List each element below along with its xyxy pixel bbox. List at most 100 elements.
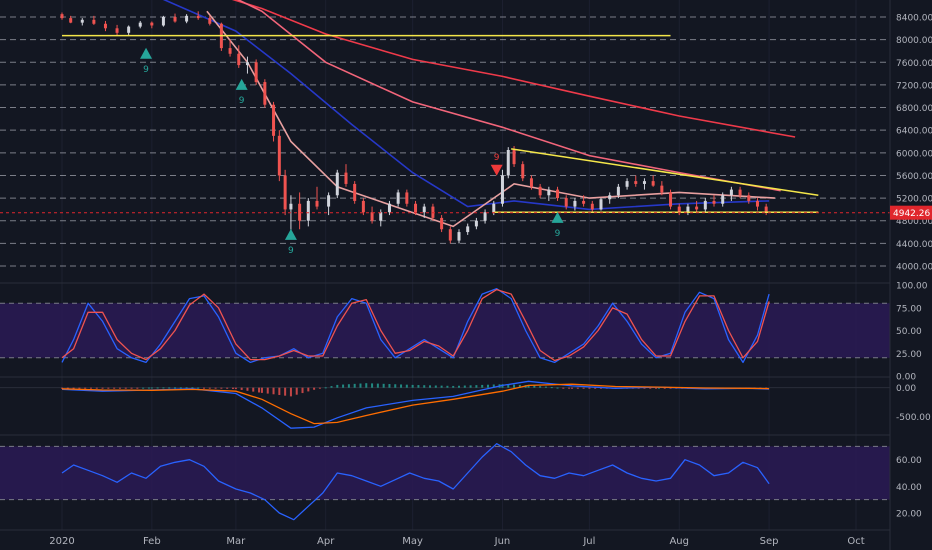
candle-body[interactable] xyxy=(457,232,461,241)
candle-body[interactable] xyxy=(529,178,533,187)
candle-body[interactable] xyxy=(538,186,542,196)
candle-body[interactable] xyxy=(150,22,154,26)
candle-body[interactable] xyxy=(582,200,586,204)
candle-body[interactable] xyxy=(729,189,733,196)
rsi-pane[interactable] xyxy=(0,443,890,521)
macd-histogram-bar xyxy=(124,387,127,389)
candle-body[interactable] xyxy=(506,149,510,176)
candle-body[interactable] xyxy=(208,18,212,24)
candle-body[interactable] xyxy=(483,212,487,221)
time-tick-label: Jun xyxy=(494,536,511,547)
candle-body[interactable] xyxy=(414,203,418,213)
candle-body[interactable] xyxy=(327,195,331,207)
candle-body[interactable] xyxy=(103,23,107,29)
candle-body[interactable] xyxy=(237,53,241,66)
stoch-tick-label: 50.00 xyxy=(896,327,922,337)
candle-body[interactable] xyxy=(283,175,287,210)
macd-histogram-bar xyxy=(142,387,145,389)
macd-histogram-bar xyxy=(336,384,339,388)
candle-body[interactable] xyxy=(353,183,357,201)
candle-body[interactable] xyxy=(228,48,232,54)
candle-body[interactable] xyxy=(173,16,177,22)
stoch-rsi-pane[interactable] xyxy=(0,287,890,364)
candle-body[interactable] xyxy=(115,28,119,33)
candle-body[interactable] xyxy=(272,104,276,136)
last-price-label: 4942.26 xyxy=(893,209,930,219)
candle-body[interactable] xyxy=(556,189,560,199)
macd-histogram-bar xyxy=(643,387,646,389)
candle-body[interactable] xyxy=(92,19,96,24)
candle-body[interactable] xyxy=(599,199,603,210)
candle-body[interactable] xyxy=(747,195,751,201)
candle-body[interactable] xyxy=(590,203,594,210)
candle-body[interactable] xyxy=(738,189,742,196)
candle-body[interactable] xyxy=(387,203,391,213)
candle-body[interactable] xyxy=(712,200,716,204)
macd-histogram-bar xyxy=(649,387,652,389)
candle-body[interactable] xyxy=(764,206,768,213)
candle-body[interactable] xyxy=(651,181,655,186)
candle-body[interactable] xyxy=(69,18,73,23)
candle-body[interactable] xyxy=(686,206,690,213)
candle-body[interactable] xyxy=(642,181,646,184)
candle-body[interactable] xyxy=(306,200,310,221)
candle-body[interactable] xyxy=(703,200,707,210)
candle-body[interactable] xyxy=(492,203,496,213)
candle-body[interactable] xyxy=(138,22,142,27)
time-axis[interactable]: 2020 Feb Mar Apr May Jun Jul Aug Sep Oct xyxy=(49,536,864,547)
candle-body[interactable] xyxy=(669,192,673,207)
candle-body[interactable] xyxy=(564,198,568,207)
candle-body[interactable] xyxy=(315,200,319,207)
candle-body[interactable] xyxy=(440,217,444,230)
candle-body[interactable] xyxy=(755,200,759,207)
candle-body[interactable] xyxy=(677,206,681,213)
candle-body[interactable] xyxy=(721,195,725,204)
candle-body[interactable] xyxy=(344,172,348,184)
macd-pane[interactable] xyxy=(0,380,890,429)
candle-body[interactable] xyxy=(660,185,664,193)
candle-body[interactable] xyxy=(185,15,189,22)
candle-body[interactable] xyxy=(608,195,612,200)
candle-body[interactable] xyxy=(448,229,452,241)
candle-body[interactable] xyxy=(277,135,281,176)
candle-body[interactable] xyxy=(196,15,200,19)
macd-histogram-bar xyxy=(234,387,237,390)
candle-body[interactable] xyxy=(422,206,426,213)
candle-body[interactable] xyxy=(512,149,516,165)
candle-body[interactable] xyxy=(361,200,365,213)
candle-body[interactable] xyxy=(80,19,84,23)
candle-body[interactable] xyxy=(625,181,629,187)
candle-body[interactable] xyxy=(245,62,249,66)
candle-body[interactable] xyxy=(634,181,638,184)
rsi-line xyxy=(61,443,770,521)
candle-body[interactable] xyxy=(335,172,339,196)
signal-count-label: 9 xyxy=(143,65,149,75)
trendline[interactable] xyxy=(511,148,819,197)
candle-body[interactable] xyxy=(396,192,400,204)
candle-body[interactable] xyxy=(547,189,551,196)
candle-body[interactable] xyxy=(161,16,165,26)
candle-body[interactable] xyxy=(695,206,699,210)
price-axis[interactable]: 8400.00 8000.00 7600.00 7200.00 6800.00 6400.… xyxy=(890,13,932,520)
macd-histogram-bar xyxy=(458,385,460,388)
candle-body[interactable] xyxy=(289,203,293,210)
macd-histogram-bar xyxy=(371,383,374,388)
candle-body[interactable] xyxy=(127,26,131,33)
candle-body[interactable] xyxy=(521,164,525,179)
candle-body[interactable] xyxy=(405,192,409,204)
candle-body[interactable] xyxy=(60,14,64,19)
candle-body[interactable] xyxy=(573,200,577,207)
candle-body[interactable] xyxy=(254,62,258,83)
candle-body[interactable] xyxy=(370,212,374,221)
macd-histogram-bar xyxy=(168,387,171,389)
candle-body[interactable] xyxy=(298,203,302,221)
macd-histogram-bar xyxy=(405,384,408,388)
candle-body[interactable] xyxy=(466,226,470,233)
price-pane[interactable]: 9 9 9 9 9 xyxy=(0,0,890,530)
candle-body[interactable] xyxy=(474,220,478,227)
candle-body[interactable] xyxy=(379,212,383,221)
candle-body[interactable] xyxy=(500,175,504,204)
price-tick-label: 8400.00 xyxy=(896,13,932,23)
candle-body[interactable] xyxy=(616,186,620,196)
candle-body[interactable] xyxy=(263,82,267,105)
